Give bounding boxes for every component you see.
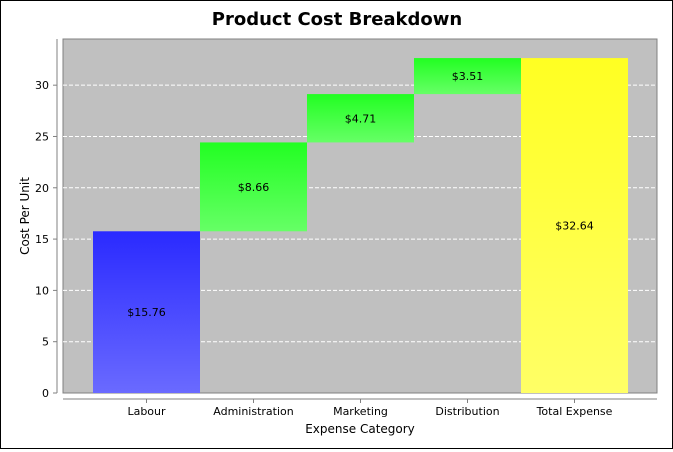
y-tick-label: 10 (35, 284, 49, 297)
x-tick-label: Labour (127, 405, 166, 418)
y-tick-label: 0 (42, 387, 49, 400)
bar-value-label: $32.64 (555, 220, 594, 233)
data-labels: $15.76 $8.66 $4.71 $3.51 $32.64 (127, 70, 594, 319)
bars (93, 58, 628, 394)
y-tick-label: 15 (35, 233, 49, 246)
bar-value-label: $8.66 (238, 181, 270, 194)
bar-distribution (414, 58, 521, 95)
x-axis-label: Expense Category (305, 422, 415, 436)
x-tick-label: Marketing (333, 405, 388, 418)
bar-marketing (307, 94, 414, 143)
y-tick-label: 20 (35, 182, 49, 195)
y-axis-ticks: 0 5 10 15 20 25 30 (35, 79, 57, 400)
chart-title: Product Cost Breakdown (212, 9, 462, 30)
y-tick-label: 5 (42, 336, 49, 349)
x-tick-label: Total Expense (536, 405, 613, 418)
bar-value-label: $15.76 (127, 306, 166, 319)
x-axis-ticks: Labour Administration Marketing Distributio… (127, 399, 613, 418)
x-tick-label: Administration (213, 405, 294, 418)
y-axis-label: Cost Per Unit (18, 177, 32, 255)
bar-value-label: $3.51 (452, 70, 484, 83)
x-tick-label: Distribution (435, 405, 499, 418)
bar-administration (200, 142, 307, 232)
y-tick-label: 30 (35, 79, 49, 92)
bar-total-expense (521, 58, 628, 394)
bar-value-label: $4.71 (345, 112, 377, 125)
bar-labour (93, 231, 200, 393)
y-tick-label: 25 (35, 130, 49, 143)
